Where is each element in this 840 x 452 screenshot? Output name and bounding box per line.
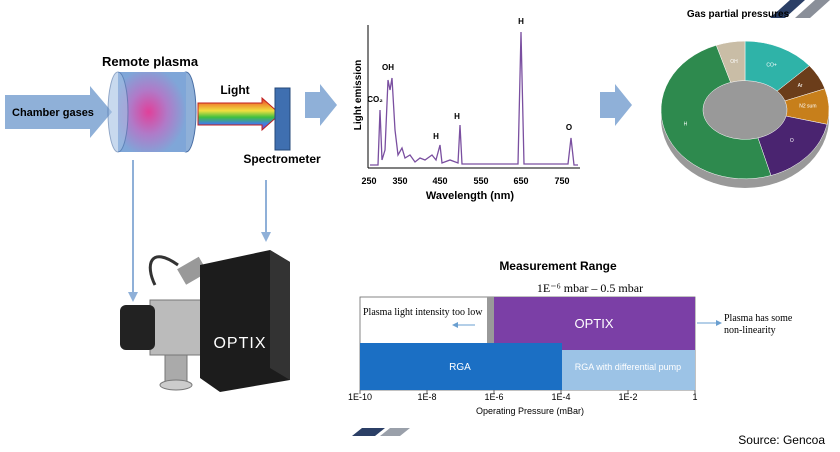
transition [487,297,494,350]
rga-label: RGA [449,362,471,373]
x-label: Wavelength (nm) [426,190,515,202]
spectrometer [274,87,291,151]
remote-plasma: Remote plasma [102,54,199,69]
plasma-front [107,71,129,153]
peak-label: H [454,112,460,121]
plasma-body [118,72,186,152]
donut-segment [715,40,746,83]
note-arrows [452,320,722,328]
spectrum-line [370,31,578,166]
x-tick-label: 450 [432,176,447,186]
light-arrow [197,96,281,132]
rga-diff-label: RGA with differential pump [575,362,681,372]
optix-label: OPTIX [574,316,613,331]
donut-segment [660,44,772,180]
chamber-gases: Chamber gases [12,107,94,119]
segment-label: H [684,122,688,128]
arrow [600,84,632,126]
tick-label: 1E-2 [618,392,637,402]
y-label: Light emission [353,60,364,131]
peak-label: H [433,132,439,141]
segment-label: OH [730,59,738,65]
rga-diff-bar [562,350,695,390]
tick-label: 1E-4 [551,392,570,402]
tick-label: 1E-6 [484,392,503,402]
tick-label: 1 [692,392,697,402]
corner-stripes [352,0,830,436]
peak-label: H [518,17,524,26]
light-label: Light [220,83,249,97]
optix-bar [493,297,695,350]
span-label: 1E⁻⁶ mbar – 0.5 mbar [537,281,643,295]
device-logo: OPTIX [213,335,266,352]
segment-label: N2 sum [799,103,816,109]
right-note: Plasma has some [724,313,793,324]
x-tick-label: 350 [392,176,407,186]
left-note: Plasma light intensity too low [363,307,483,318]
segment-label: O [790,138,794,144]
spectrum: Light emission Wavelength (nm) 250 350 450… [353,17,580,202]
x-tick-label: 250 [361,176,376,186]
x-tick-label: 650 [513,176,528,186]
segment-label: CO+ [766,63,777,69]
gas-title: Gas partial pressures [687,9,790,20]
spectrometer-label: Spectrometer [243,152,321,166]
right-note: non-linearity [724,325,776,336]
peak-label: CO₂ [367,95,383,104]
segment-label: Ar [798,83,803,89]
down-arrows [128,160,271,302]
arrow [305,84,337,126]
device: OPTIX [120,250,290,392]
tick-label: 1E-10 [348,392,372,402]
source: Source: Gencoa [738,433,825,447]
x-tick-label: 750 [554,176,569,186]
gas-arrow [5,86,112,138]
range-title: Measurement Range [499,259,617,273]
tick-label: 1E-8 [417,392,436,402]
rga-bar [360,343,562,390]
x-tick-label: 550 [473,176,488,186]
axis-label: Operating Pressure (mBar) [476,406,584,416]
peak-label: OH [382,63,394,72]
peak-label: O [566,123,572,132]
